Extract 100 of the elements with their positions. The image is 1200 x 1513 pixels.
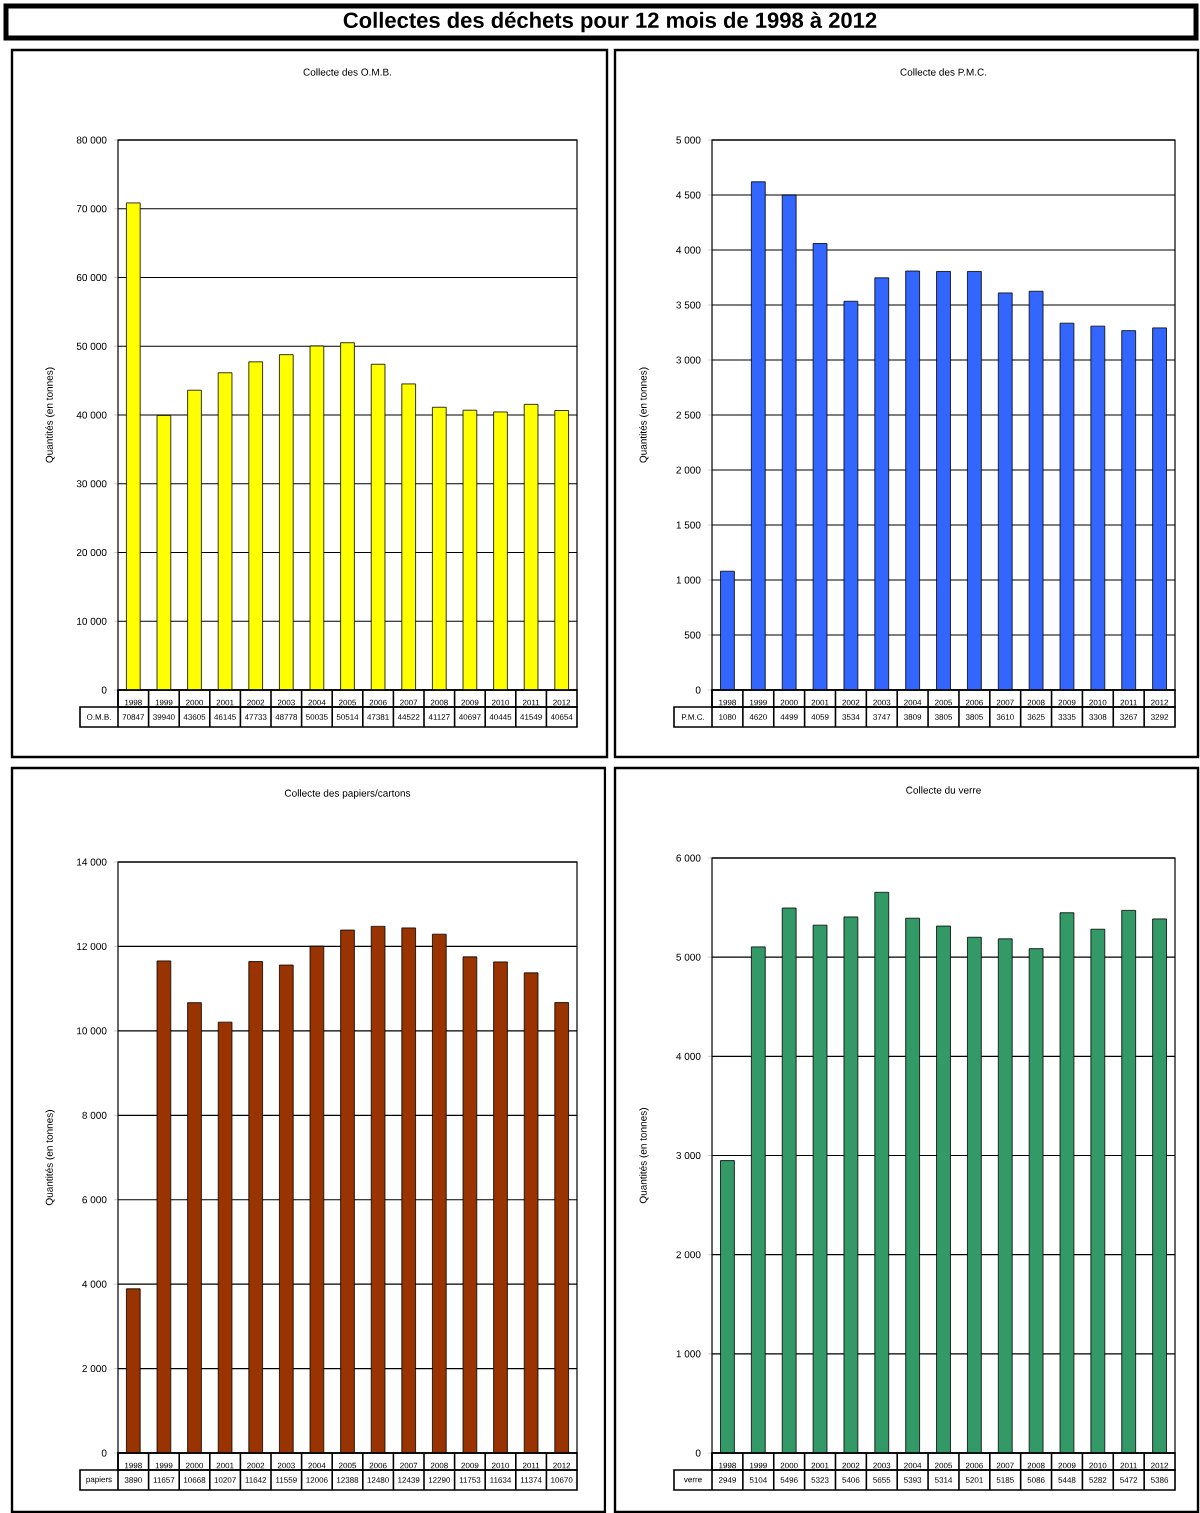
x-tick-label: 2001: [811, 699, 829, 706]
x-tick-label: 1999: [155, 1462, 173, 1469]
data-label: 12388: [336, 1477, 359, 1483]
x-tick-label: 2008: [430, 1462, 448, 1469]
data-label: 4499: [780, 714, 798, 720]
y-tick-label: 60 000: [76, 273, 107, 282]
y-tick-label: 4 000: [676, 1052, 701, 1060]
x-tick-label: 2002: [842, 699, 860, 706]
x-tick-label: 2009: [1058, 1462, 1076, 1469]
bar: [126, 202, 141, 690]
y-tick-label: 0: [695, 686, 701, 694]
bar: [279, 354, 294, 690]
x-tick-label: 2010: [492, 1462, 510, 1469]
y-tick-label: 40 000: [76, 411, 107, 419]
data-label: 1080: [719, 714, 737, 720]
x-tick-label: 2010: [492, 699, 510, 706]
data-label: 11559: [276, 1477, 297, 1483]
bar: [493, 411, 508, 690]
data-label: 41549: [520, 714, 542, 720]
y-axis-title: Quantités (en tonnes): [639, 1108, 649, 1204]
x-tick-label: 2002: [247, 1462, 265, 1469]
data-label: 4620: [749, 714, 767, 720]
data-label: 5448: [1058, 1477, 1076, 1483]
text: O.M.B.: [86, 714, 111, 720]
x-tick-label: 1998: [719, 699, 736, 706]
x-tick-label: 1998: [125, 1462, 142, 1469]
data-label: 3890: [124, 1477, 142, 1483]
y-tick-label: 4 500: [676, 191, 701, 199]
x-tick-label: 2004: [308, 1462, 326, 1469]
y-tick-label: 30 000: [76, 480, 107, 488]
data-label: 39940: [153, 714, 175, 720]
x-tick-label: 2012: [553, 699, 571, 706]
data-label: 3308: [1089, 714, 1107, 720]
x-tick-label: 2007: [400, 1462, 418, 1469]
data-label: 5496: [780, 1477, 798, 1483]
x-tick-label: 2003: [277, 1462, 295, 1469]
y-tick-label: 4 000: [676, 246, 701, 254]
text: P.M.C.: [681, 714, 705, 720]
data-label: 5386: [1150, 1477, 1169, 1483]
y-tick-label: 6 000: [82, 1196, 107, 1204]
x-tick-label: 2005: [935, 699, 953, 706]
data-label: 5104: [749, 1477, 767, 1483]
x-tick-label: 2008: [430, 699, 448, 706]
data-label: 12006: [306, 1477, 328, 1483]
data-label: 5185: [996, 1477, 1014, 1483]
x-tick-label: 2004: [308, 699, 326, 706]
y-tick-label: 0: [101, 686, 107, 694]
data-label: 2949: [718, 1477, 736, 1483]
x-tick-label: 1999: [750, 1462, 767, 1469]
x-tick-label: 2003: [873, 699, 891, 706]
x-tick-label: 2009: [1058, 699, 1076, 706]
bar: [401, 383, 416, 690]
data-label: 5323: [811, 1477, 829, 1483]
x-tick-label: 2011: [1120, 699, 1137, 706]
x-tick-label: 2004: [904, 699, 922, 706]
data-label: 70847: [122, 714, 145, 720]
y-tick-label: 4 000: [82, 1280, 107, 1288]
x-tick-label: 2007: [996, 699, 1014, 706]
y-axis-title: Quantités (en tonnes): [45, 1110, 55, 1206]
y-tick-label: 50 000: [76, 342, 107, 350]
data-label: 5655: [873, 1477, 891, 1483]
y-tick-label: 3 000: [676, 1151, 701, 1160]
data-label: 3610: [996, 714, 1014, 720]
x-tick-label: 2007: [996, 1462, 1014, 1469]
data-label: 5406: [842, 1477, 860, 1483]
data-label: 12290: [428, 1477, 451, 1483]
x-tick-label: 2005: [339, 699, 357, 706]
y-tick-label: 2 500: [676, 411, 701, 419]
data-label: 3267: [1120, 714, 1138, 720]
y-tick-label: 5 000: [676, 953, 701, 961]
data-label: 11374: [520, 1477, 542, 1483]
y-tick-label: 0: [101, 1449, 107, 1457]
y-tick-label: 5 000: [676, 136, 701, 144]
bar: [248, 361, 263, 690]
x-tick-label: 2002: [842, 1462, 860, 1469]
bar: [187, 389, 202, 690]
x-tick-label: 2010: [1089, 1462, 1107, 1469]
data-label: 47381: [367, 714, 389, 720]
x-tick-label: 2001: [216, 1462, 234, 1469]
x-tick-label: 1998: [719, 1462, 736, 1469]
y-tick-label: 8 000: [82, 1111, 107, 1119]
data-label: 4059: [811, 714, 829, 720]
x-tick-label: 2004: [904, 1462, 922, 1469]
y-tick-label: 70 000: [76, 205, 107, 213]
data-label: 11753: [459, 1477, 481, 1483]
data-label: 12439: [398, 1477, 420, 1483]
x-tick-label: 2009: [461, 1462, 479, 1469]
x-tick-label: 2001: [216, 699, 234, 706]
data-label: 3747: [873, 714, 891, 720]
x-tick-label: 2003: [873, 1462, 891, 1469]
data-label: 3534: [842, 714, 860, 720]
data-label: 12480: [367, 1477, 389, 1483]
data-label: 10668: [183, 1477, 206, 1483]
x-tick-label: 2000: [780, 699, 798, 706]
chart-title: Collecte des O.M.B.: [303, 68, 392, 76]
x-tick-label: 1999: [155, 699, 173, 706]
data-label: 5314: [934, 1477, 953, 1483]
y-tick-label: 1 500: [676, 521, 701, 529]
data-label: 50514: [336, 714, 359, 720]
text: verre: [683, 1477, 702, 1483]
